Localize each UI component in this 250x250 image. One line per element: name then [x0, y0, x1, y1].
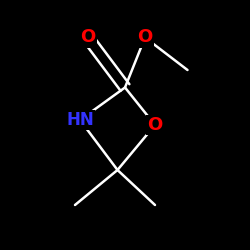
Text: O: O [138, 28, 152, 46]
Text: HN: HN [66, 111, 94, 129]
Text: O: O [80, 28, 95, 46]
Text: O: O [148, 116, 162, 134]
